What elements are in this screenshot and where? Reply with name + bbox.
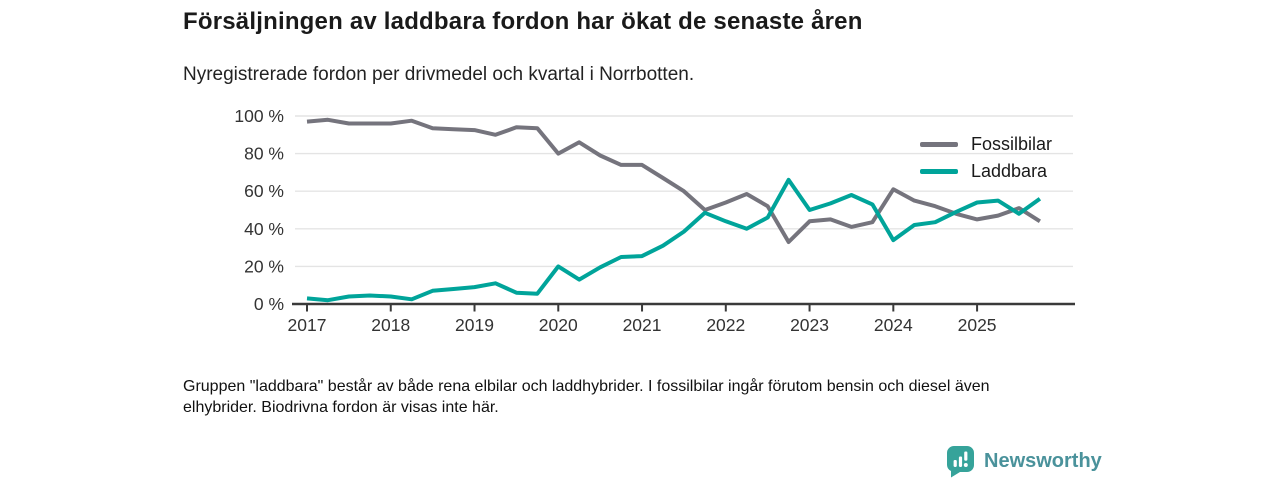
y-tick-label: 60 % — [244, 181, 284, 201]
newsworthy-logo-text: Newsworthy — [984, 450, 1102, 472]
x-axis-labels: 2017 2018 2019 2020 2021 2022 2023 2024 2025 — [288, 305, 997, 335]
legend-swatch-laddbara — [920, 168, 958, 174]
series-line-fossilbilar — [306, 117, 1041, 244]
x-tick-label: 2024 — [874, 315, 913, 335]
bar-chart-speech-bubble-icon — [947, 446, 974, 478]
y-axis-labels: 0 % 20 % 40 % 60 % 80 % 100 % — [234, 106, 284, 314]
footnote-line-2: elhybrider. Biodrivna fordon är visas in… — [183, 399, 499, 416]
line-chart-svg: 0 % 20 % 40 % 60 % 80 % 100 % 2017 2018 2019 2020… — [234, 106, 1075, 335]
x-tick-label: 2017 — [288, 315, 327, 335]
x-tick-label: 2021 — [623, 315, 662, 335]
line-chart: 0 % 20 % 40 % 60 % 80 % 100 % 2017 2018 2019 2020… — [180, 98, 1080, 343]
x-tick-label: 2025 — [958, 315, 997, 335]
y-tick-label: 20 % — [244, 256, 284, 276]
y-tick-label: 0 % — [254, 294, 284, 314]
chart-subtitle: Nyregistrerade fordon per drivmedel och … — [183, 64, 695, 85]
newsworthy-logo: Newsworthy — [946, 445, 1102, 478]
y-tick-label: 40 % — [244, 219, 284, 239]
legend-label-laddbara: Laddbara — [971, 160, 1048, 181]
legend-label-fossilbilar: Fossilbilar — [971, 133, 1053, 154]
x-tick-label: 2018 — [371, 315, 410, 335]
legend-item-fossilbilar: Fossilbilar — [920, 133, 1052, 155]
y-tick-label: 100 % — [234, 106, 284, 126]
x-tick-label: 2023 — [790, 315, 829, 335]
legend-swatch-fossilbilar — [920, 141, 958, 147]
x-tick-label: 2020 — [539, 315, 578, 335]
x-tick-label: 2019 — [455, 315, 494, 335]
x-tick-label: 2022 — [706, 315, 745, 335]
chart-title: Försäljningen av laddbara fordon har öka… — [183, 8, 863, 35]
legend-item-laddbara: Laddbara — [920, 160, 1047, 182]
footnote-line-1: Gruppen "laddbara" består av både rena e… — [183, 378, 990, 395]
y-tick-label: 80 % — [244, 144, 284, 164]
series-line-laddbara — [306, 177, 1042, 303]
chart-footnote: Gruppen "laddbara" består av både rena e… — [183, 376, 1103, 418]
